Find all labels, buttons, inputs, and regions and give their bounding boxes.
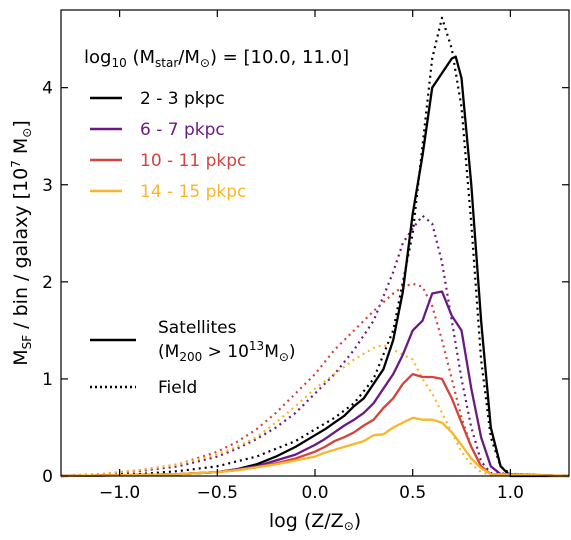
legend-field-label: Field — [158, 378, 197, 398]
x-axis-label: log (Z/Z⊙) — [269, 510, 361, 533]
axes-frame — [60, 9, 570, 477]
y-tick-label: 3 — [42, 176, 53, 196]
legend-satellites-label: Satellites — [158, 318, 237, 338]
legend-entry-label: 10 - 11 pkpc — [140, 151, 246, 171]
y-tick-label: 2 — [42, 273, 53, 293]
y-tick-label: 1 — [42, 370, 53, 390]
y-tick-label: 0 — [42, 467, 53, 487]
series-line-field-10-11 — [60, 282, 570, 478]
legend-satellites-sublabel: (M200 > 1013M⊙) — [158, 339, 296, 364]
x-tick-label: 0.5 — [399, 483, 426, 503]
x-tick-label: 1.0 — [497, 483, 524, 503]
axis-ticks: −1.0 −0.5 0.0 0.5 1.0 0 1 2 3 4 — [42, 10, 569, 503]
legend-entry-label: 2 - 3 pkpc — [140, 89, 225, 109]
series-line-field-2-3 — [60, 16, 570, 478]
series-line-satellites-2-3 — [60, 55, 569, 478]
x-tick-label: −1.0 — [99, 483, 140, 503]
legend-entry-label: 14 - 15 pkpc — [140, 182, 246, 202]
series-line-field-6-7 — [60, 214, 570, 478]
y-axis-label: MSF / bin / galaxy [107 M⊙] — [9, 120, 34, 366]
x-tick-label: −0.5 — [197, 483, 238, 503]
style-legend: Satellites (M200 > 1013M⊙) Field — [90, 318, 296, 398]
color-legend: 2 - 3 pkpc 6 - 7 pkpc 10 - 11 pkpc 14 - 15 … — [90, 89, 246, 202]
legend-entry-label: 6 - 7 pkpc — [140, 120, 225, 140]
legend-title: log10 (Mstar/M⊙) = [10.0, 11.0] — [84, 47, 349, 70]
x-tick-label: 0.0 — [301, 483, 328, 503]
series-line-field-14-15 — [60, 343, 570, 478]
series-line-satellites-6-7 — [60, 290, 570, 478]
plot-area — [60, 16, 570, 478]
y-tick-label: 4 — [42, 79, 53, 99]
series-line-satellites-14-15 — [60, 416, 570, 478]
